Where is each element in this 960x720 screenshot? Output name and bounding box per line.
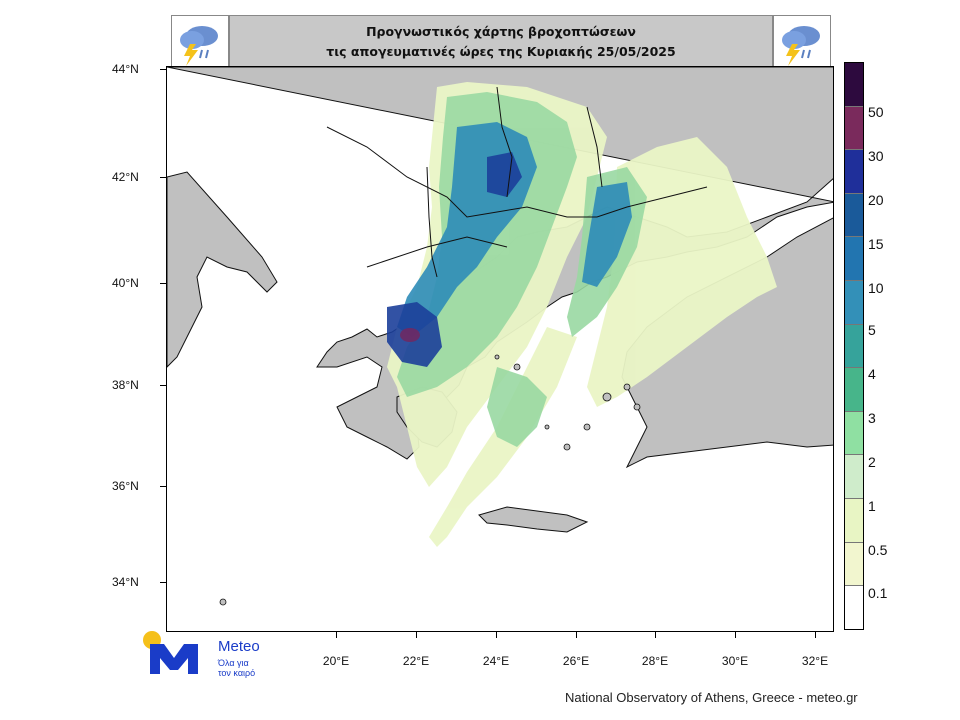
lat-label: 40°N <box>112 276 139 290</box>
colorbar-swatch <box>845 150 863 194</box>
colorbar-label: 15 <box>868 236 884 252</box>
colorbar-swatch <box>845 586 863 629</box>
logo-name: Meteo <box>218 638 260 655</box>
lon-label: 32°E <box>801 654 829 668</box>
lat-label: 44°N <box>112 62 139 76</box>
lon-label: 20°E <box>322 654 350 668</box>
colorbar-swatch <box>845 193 863 238</box>
country-borders <box>326 86 708 278</box>
colorbar-label: 1 <box>868 498 876 514</box>
lon-label: 30°E <box>721 654 749 668</box>
colorbar-label: 10 <box>868 280 884 296</box>
lat-tick <box>160 582 166 583</box>
lon-tick <box>496 632 497 638</box>
border-north <box>326 126 708 218</box>
colorbar-swatch <box>845 368 863 412</box>
logo-tagline-1: Όλα για <box>218 658 249 668</box>
lon-tick <box>655 632 656 638</box>
map-canvas <box>167 67 833 606</box>
colorbar-label: 0.1 <box>868 585 888 601</box>
colorbar-swatch <box>845 63 863 107</box>
colorbar-label: 30 <box>868 148 884 164</box>
storm-cloud-icon <box>171 15 229 71</box>
border-inner-1 <box>426 166 438 278</box>
colorbar-label: 4 <box>868 366 876 382</box>
lat-tick <box>160 69 166 70</box>
precip-colorbar <box>844 62 864 630</box>
colorbar-label: 3 <box>868 410 876 426</box>
map-title: Προγνωστικός χάρτης βροχοπτώσεων τις απο… <box>229 15 773 71</box>
lat-label: 36°N <box>112 479 139 493</box>
lat-tick <box>160 385 166 386</box>
border-inner-3 <box>586 106 603 188</box>
precip-blue-east <box>582 182 632 287</box>
colorbar-label: 5 <box>868 322 876 338</box>
colorbar-swatch <box>845 237 863 282</box>
colorbar-label: 2 <box>868 454 876 470</box>
lon-label: 26°E <box>562 654 590 668</box>
lat-label: 34°N <box>112 575 139 589</box>
lat-tick <box>160 177 166 178</box>
italy-land <box>167 171 278 368</box>
islands <box>219 354 641 606</box>
lon-label: 28°E <box>641 654 669 668</box>
lat-label: 42°N <box>112 170 139 184</box>
colorbar-swatch <box>845 281 863 325</box>
crete-land <box>478 506 589 533</box>
lon-tick <box>815 632 816 638</box>
colorbar-swatch <box>845 455 863 500</box>
meteo-logo: Meteo Όλα για τον καιρό <box>140 630 268 678</box>
lon-tick <box>336 632 337 638</box>
border-greece-north <box>366 236 508 268</box>
lon-tick <box>576 632 577 638</box>
precip-dark-north <box>487 152 522 197</box>
lat-label: 38°N <box>112 378 139 392</box>
storm-cloud-icon <box>773 15 831 71</box>
lat-tick <box>160 486 166 487</box>
colorbar-swatch <box>845 499 863 543</box>
precip-max-core <box>400 328 420 342</box>
colorbar-label: 50 <box>868 104 884 120</box>
title-line-1: Προγνωστικός χάρτης βροχοπτώσεων <box>366 24 636 39</box>
lat-tick <box>160 283 166 284</box>
lon-label: 22°E <box>402 654 430 668</box>
colorbar-label: 0.5 <box>868 542 888 558</box>
credit-text: National Observatory of Athens, Greece -… <box>565 690 858 705</box>
lon-tick <box>416 632 417 638</box>
precip-max <box>400 328 420 342</box>
meteo-logo-mark <box>143 631 198 674</box>
precipitation-map <box>166 66 834 632</box>
lon-tick <box>735 632 736 638</box>
colorbar-swatch <box>845 542 863 587</box>
logo-tagline-2: τον καιρό <box>218 668 256 678</box>
precip-green-south <box>487 367 547 447</box>
colorbar-swatch <box>845 106 863 151</box>
colorbar-swatch <box>845 324 863 369</box>
colorbar-swatch <box>845 411 863 456</box>
title-line-2: τις απογευματινές ώρες της Κυριακής 25/0… <box>326 44 676 59</box>
border-inner-2 <box>496 86 513 198</box>
lon-label: 24°E <box>482 654 510 668</box>
colorbar-label: 20 <box>868 192 884 208</box>
